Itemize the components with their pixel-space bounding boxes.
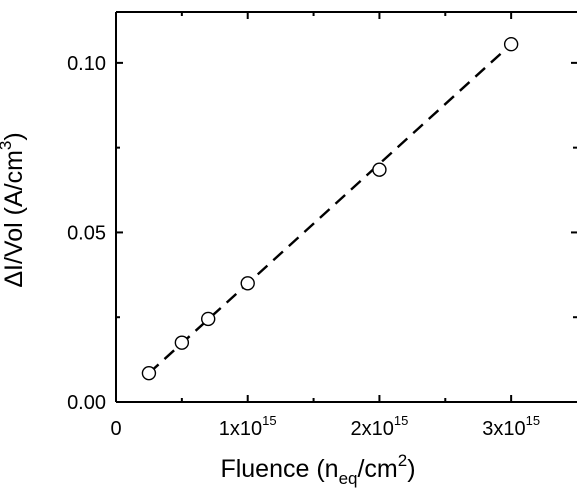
data-points-layer	[141, 37, 519, 381]
fit-line	[148, 43, 512, 375]
x-tick-label: 0	[110, 418, 121, 440]
y-tick-label: 0.10	[67, 53, 106, 75]
data-point	[174, 335, 190, 350]
axes-layer: 0.00 0.05 0.10 0 1x1015 2x1015 3x1015	[67, 11, 577, 440]
y-axis-title: ΔI/Vol (A/cm3)	[0, 132, 28, 287]
data-point	[141, 365, 157, 381]
data-point	[503, 37, 519, 52]
x-tick-label: 2x1015	[351, 413, 409, 440]
data-point	[200, 311, 216, 327]
fit-line-layer	[148, 43, 512, 375]
x-axis-title: Fluence (neq/cm2)	[220, 451, 415, 488]
data-point	[240, 276, 255, 291]
y-tick-label: 0.05	[67, 222, 106, 244]
y-tick-label: 0.00	[67, 392, 106, 414]
x-tick-label: 1x1015	[219, 413, 277, 440]
data-point	[372, 162, 387, 177]
x-tick-label: 3x1015	[482, 413, 540, 440]
